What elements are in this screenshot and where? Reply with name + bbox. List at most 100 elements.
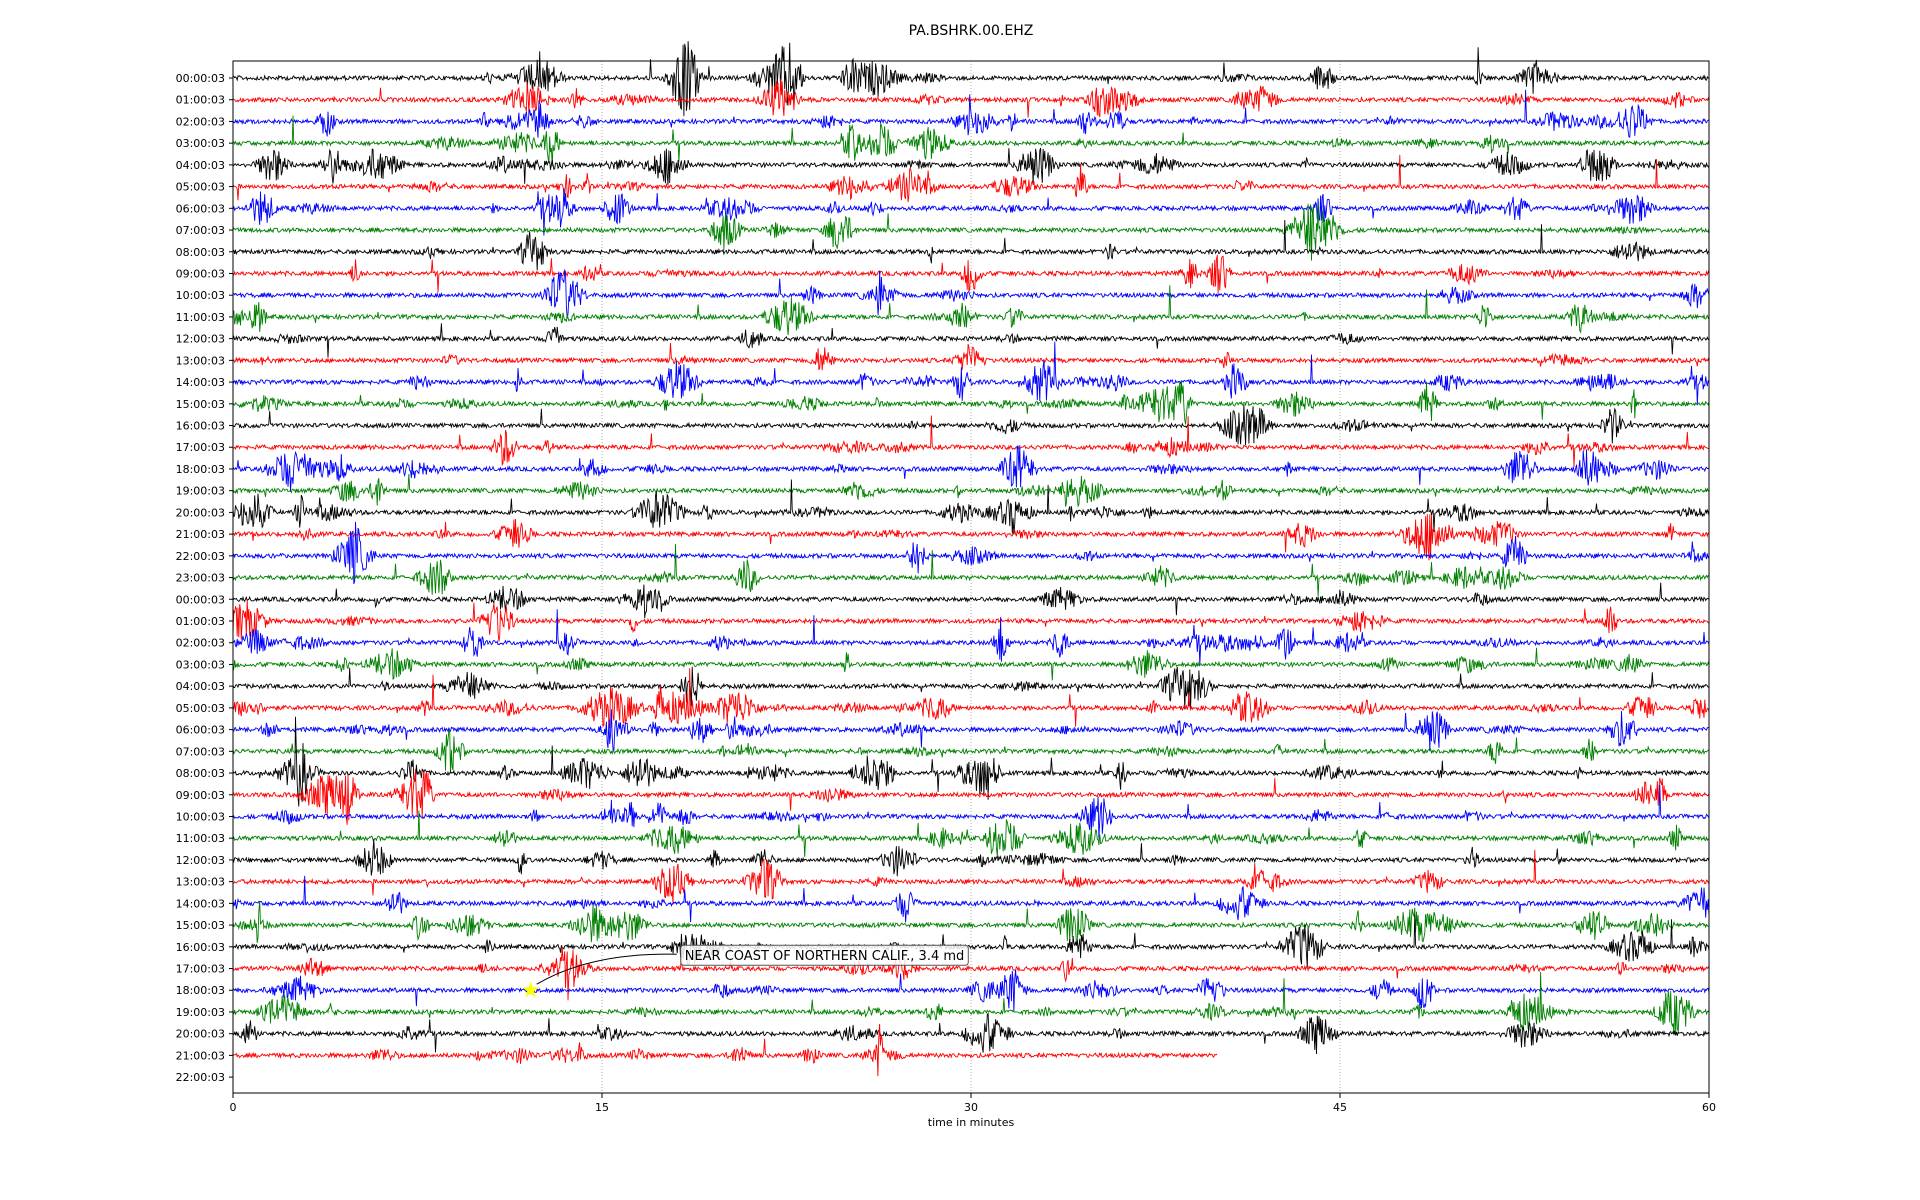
- row-label: 10:00:03: [176, 289, 225, 302]
- chart-title: PA.BSHRK.00.EHZ: [909, 23, 1034, 39]
- row-label: 07:00:03: [176, 224, 225, 237]
- trace-line: [232, 969, 1710, 1012]
- row-label: 20:00:03: [176, 506, 225, 519]
- x-tick-label: 60: [1702, 1101, 1716, 1114]
- trace-line: [232, 544, 1710, 597]
- row-label: 12:00:03: [176, 854, 225, 867]
- row-label: 05:00:03: [176, 181, 225, 194]
- trace-line: [232, 479, 1710, 535]
- trace-line: [232, 78, 1710, 119]
- trace-line: [232, 115, 1710, 167]
- trace-line: [232, 473, 1710, 508]
- x-tick-label: 30: [964, 1101, 978, 1114]
- trace-line: [232, 582, 1710, 618]
- trace-line: [232, 768, 1710, 825]
- trace-line: [232, 666, 1710, 710]
- row-label: 12:00:03: [176, 333, 225, 346]
- row-label: 04:00:03: [176, 680, 225, 693]
- row-label: 10:00:03: [176, 810, 225, 823]
- row-label: 18:00:03: [176, 463, 225, 476]
- event-star-marker: [522, 981, 540, 998]
- x-ticks: 0 15 30 45 60: [230, 1093, 1716, 1114]
- row-label: 13:00:03: [176, 354, 225, 367]
- row-label: 15:00:03: [176, 919, 225, 932]
- row-label: 06:00:03: [176, 724, 225, 737]
- row-label: 17:00:03: [176, 963, 225, 976]
- row-label: 08:00:03: [176, 246, 225, 259]
- trace-line: [232, 445, 1710, 492]
- row-label: 06:00:03: [176, 202, 225, 215]
- trace-line: [232, 709, 1710, 752]
- trace-line: [232, 254, 1710, 294]
- row-label: 01:00:03: [176, 615, 225, 628]
- trace-line: [232, 849, 1710, 904]
- trace-line: [232, 784, 1710, 839]
- trace-line: [232, 600, 1710, 642]
- row-label: 16:00:03: [176, 941, 225, 954]
- trace-line: [232, 285, 1710, 335]
- trace-line: [232, 147, 1710, 185]
- row-label: 14:00:03: [176, 897, 225, 910]
- row-label: 04:00:03: [176, 159, 225, 172]
- plot-frame: [232, 60, 1710, 1094]
- trace-line: [232, 514, 1710, 561]
- row-label: 19:00:03: [176, 485, 225, 498]
- trace-line: [232, 219, 1710, 271]
- row-label: 09:00:03: [176, 789, 225, 802]
- trace-line: [232, 730, 1710, 774]
- trace-line: [232, 41, 1709, 117]
- event-arrow: [536, 953, 677, 985]
- trace-line: [232, 203, 1710, 261]
- event-label: NEAR COAST OF NORTHERN CALIF., 3.4 md: [685, 949, 965, 964]
- event-annotation: NEAR COAST OF NORTHERN CALIF., 3.4 md: [522, 944, 969, 998]
- trace-line: [232, 875, 1710, 923]
- row-label: 22:00:03: [176, 550, 225, 563]
- row-label: 01:00:03: [176, 94, 225, 107]
- trace-line: [232, 900, 1710, 945]
- trace-line: [232, 1012, 1710, 1055]
- trace-line: [232, 609, 1710, 667]
- trace-line: [232, 89, 1710, 138]
- trace-line: [232, 323, 1710, 358]
- trace-line: [232, 188, 1710, 236]
- trace-line: [232, 341, 1710, 406]
- trace-line: [232, 342, 1710, 371]
- x-tick-label: 15: [595, 1101, 609, 1114]
- row-label: 00:00:03: [176, 72, 225, 85]
- trace-line: [232, 521, 1710, 585]
- trace-line: [232, 915, 1710, 968]
- row-label: 21:00:03: [176, 1049, 225, 1062]
- trace-line: [232, 946, 1710, 1001]
- row-label: 19:00:03: [176, 1006, 225, 1019]
- traces: [232, 41, 1710, 1077]
- row-label: 23:00:03: [176, 572, 225, 585]
- trace-line: [232, 404, 1710, 446]
- row-label: 18:00:03: [176, 984, 225, 997]
- row-label: 05:00:03: [176, 702, 225, 715]
- trace-line: [232, 838, 1710, 877]
- row-label: 02:00:03: [176, 115, 225, 128]
- x-axis-label: time in minutes: [928, 1116, 1015, 1129]
- trace-line: [232, 1023, 1218, 1077]
- trace-line: [232, 269, 1710, 319]
- x-tick-label: 45: [1333, 1101, 1347, 1114]
- trace-line: [232, 647, 1710, 681]
- x-tick-label: 0: [230, 1101, 237, 1114]
- row-label: 17:00:03: [176, 441, 225, 454]
- row-label: 02:00:03: [176, 637, 225, 650]
- trace-line: [232, 972, 1710, 1036]
- trace-line: [232, 668, 1710, 729]
- row-label: 07:00:03: [176, 745, 225, 758]
- row-label: 15:00:03: [176, 398, 225, 411]
- row-label: 16:00:03: [176, 420, 225, 433]
- row-labels: 00:00:03 01:00:03 02:00:03 03:00:03 04:00:03…: [176, 72, 233, 1084]
- row-label: 13:00:03: [176, 876, 225, 889]
- trace-line: [232, 154, 1710, 203]
- trace-line: [232, 810, 1710, 857]
- row-label: 22:00:03: [176, 1071, 225, 1084]
- row-label: 00:00:03: [176, 593, 225, 606]
- trace-line: [232, 716, 1710, 807]
- event-label-box: [680, 944, 969, 966]
- row-label: 21:00:03: [176, 528, 225, 541]
